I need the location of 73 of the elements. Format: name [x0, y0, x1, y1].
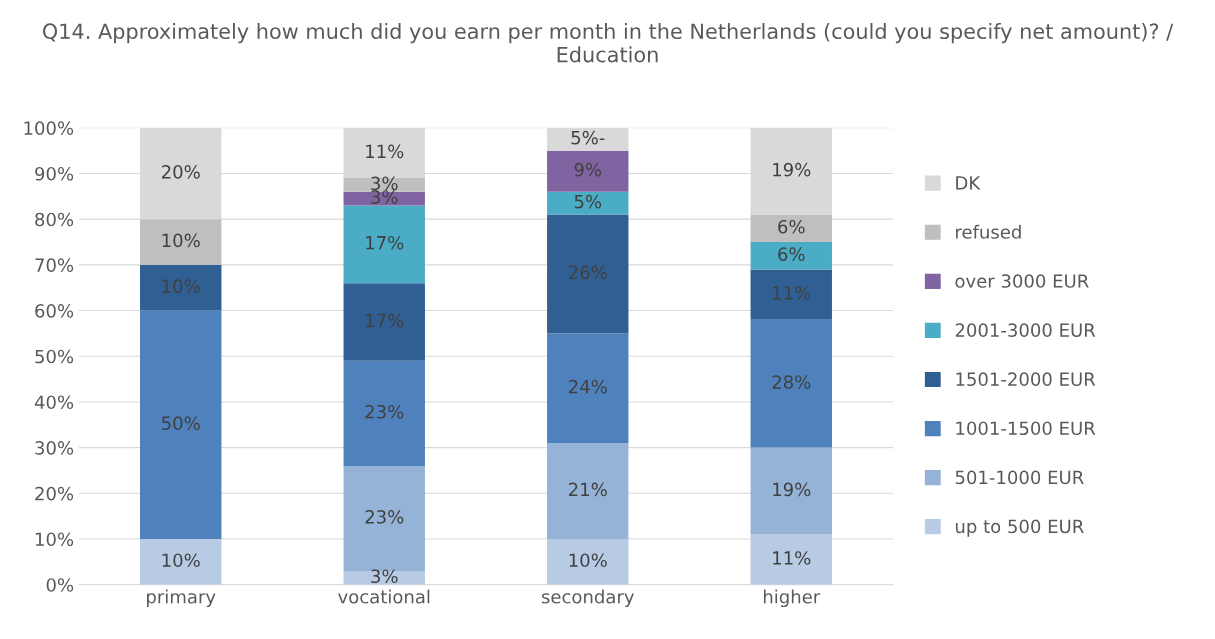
- bar: [547, 127, 629, 151]
- legend-label: 1501-2000 EUR: [956, 372, 1096, 387]
- y-tick-label: 20%: [35, 486, 74, 501]
- data-label: 3%: [371, 569, 398, 584]
- data-label: 26%: [569, 265, 607, 280]
- data-label: 11%: [773, 286, 811, 300]
- legend-label: DK: [956, 176, 981, 190]
- data-label: 10%: [569, 553, 607, 568]
- bar: [343, 178, 425, 192]
- data-label: 19%: [773, 162, 811, 177]
- y-tick-label: 10%: [35, 532, 74, 547]
- data-label: 11%: [773, 551, 811, 565]
- legend-label: refused: [956, 224, 1021, 239]
- x-tick-label: secondary: [541, 589, 634, 608]
- data-label: 3%: [371, 190, 398, 204]
- bar: [750, 214, 832, 243]
- bar: [140, 264, 222, 311]
- bar: [547, 214, 629, 334]
- y-tick-label: 60%: [35, 304, 74, 318]
- y-tick-label: 30%: [35, 441, 74, 455]
- bar: [547, 150, 629, 192]
- bar: [547, 333, 629, 444]
- bar: [750, 534, 832, 585]
- legend-label: 501-1000 EUR: [955, 470, 1084, 485]
- y-tick-label: 70%: [35, 258, 74, 272]
- data-label: 24%: [569, 379, 607, 394]
- bar: [140, 310, 222, 539]
- x-tick-label: vocational: [338, 589, 430, 604]
- y-tick-label: 80%: [35, 212, 74, 227]
- bar: [343, 465, 425, 571]
- data-label: 6%: [778, 247, 805, 261]
- data-label: 6%: [778, 219, 805, 234]
- data-label: 11%: [366, 144, 404, 159]
- data-label: 10%: [162, 553, 200, 568]
- data-label: 17%: [366, 235, 404, 250]
- bar: [140, 539, 222, 585]
- data-label: 19%: [773, 482, 811, 497]
- data-label: 50%: [162, 416, 200, 431]
- legend-label: 1001-1500 EUR: [956, 421, 1096, 436]
- bar: [750, 242, 832, 270]
- x-tick-label: primary: [147, 589, 216, 608]
- bar: [547, 191, 629, 215]
- bar: [750, 447, 832, 535]
- bar: [750, 319, 832, 448]
- data-label: 21%: [569, 482, 607, 497]
- legend-label: 2001-3000 EUR: [955, 323, 1096, 337]
- data-label: 5%: [574, 194, 602, 209]
- data-label: 10%: [162, 233, 200, 248]
- data-label: 3%: [371, 176, 398, 191]
- data-label: 20%: [161, 165, 200, 179]
- data-label: 17%: [366, 313, 404, 328]
- x-tick-label: higher: [763, 589, 821, 608]
- legend-label: over 3000 EUR: [955, 274, 1089, 288]
- bar: [750, 269, 832, 320]
- data-label: 9%: [574, 162, 602, 177]
- bar: [343, 283, 425, 361]
- bar: [547, 443, 629, 539]
- data-label: 23%: [365, 510, 404, 524]
- y-tick-label: 50%: [35, 349, 74, 364]
- data-label: 23%: [365, 404, 404, 419]
- data-label: 10%: [162, 279, 200, 293]
- y-tick-label: 90%: [35, 166, 74, 181]
- chart-title: Q14. Approximately how much did you earn per month in the Netherlands (could you specify net amount)? / Education: [42, 22, 1174, 63]
- y-tick-label: 100%: [24, 121, 74, 135]
- bar: [343, 205, 425, 284]
- data-label: 5%-: [571, 130, 605, 145]
- y-tick-label: 40%: [34, 395, 74, 410]
- legend-label: up to 500 EUR: [955, 519, 1084, 537]
- bar: [547, 539, 629, 585]
- bar: [140, 219, 222, 265]
- data-label: 28%: [772, 375, 811, 389]
- y-tick-label: 0%: [46, 578, 74, 592]
- bar: [343, 360, 425, 466]
